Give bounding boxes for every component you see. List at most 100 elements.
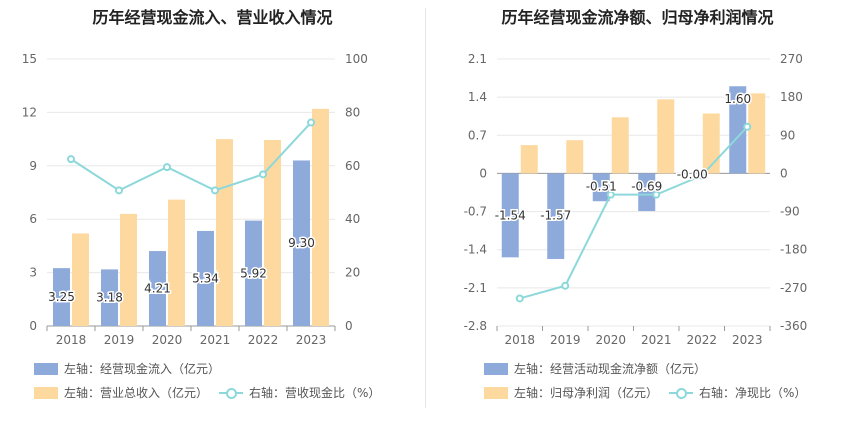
x-tick-label: 2022 bbox=[686, 333, 717, 347]
legend-label: 左轴：经营现金流入（亿元） bbox=[64, 362, 221, 376]
bar bbox=[312, 108, 329, 326]
y-right-tick-label: 0 bbox=[780, 166, 788, 180]
line-point bbox=[515, 294, 524, 303]
y-left-tick-label: 0.7 bbox=[468, 128, 487, 142]
x-tick-label: 2021 bbox=[641, 333, 672, 347]
bar bbox=[72, 233, 89, 326]
data-label: 5.34 bbox=[192, 271, 219, 285]
data-label: 3.25 bbox=[48, 290, 75, 304]
chart-title: 历年经营现金流净额、归母净利润情况 bbox=[501, 8, 774, 27]
data-label: 4.21 bbox=[144, 282, 171, 296]
legend-label: 右轴：净现比（%） bbox=[699, 386, 807, 400]
x-tick-label: 2019 bbox=[104, 333, 135, 347]
bar bbox=[520, 145, 538, 174]
line-point bbox=[259, 170, 267, 179]
legend-item-series-1[interactable]: 左轴：归母净利润（亿元） bbox=[484, 384, 658, 401]
line-point bbox=[115, 186, 123, 195]
legend-label: 左轴：营业总收入（亿元） bbox=[64, 386, 209, 400]
line-point bbox=[307, 118, 315, 127]
legend-item-series-1[interactable]: 左轴：营业总收入（亿元） bbox=[34, 384, 208, 401]
line-point bbox=[606, 190, 615, 199]
y-right-tick-label: 100 bbox=[345, 52, 368, 66]
line-point bbox=[561, 281, 570, 290]
bar bbox=[638, 173, 656, 212]
data-label: -0.69 bbox=[631, 179, 662, 193]
line-point bbox=[697, 171, 706, 180]
data-label: 9.30 bbox=[288, 236, 315, 250]
chart-panel-net-cashflow: 历年经营现金流净额、归母净利润情况 -2.8 -2.1 -1.4 -0.7 0 0.7 1.… bbox=[425, 0, 850, 437]
legend-item-series-2[interactable]: 右轴：营收现金比（%） bbox=[219, 384, 380, 401]
y-left-tick-label: -1.4 bbox=[464, 243, 487, 257]
data-label: -1.57 bbox=[540, 208, 571, 222]
y-right-tick-label: 80 bbox=[345, 105, 360, 119]
bar bbox=[149, 251, 166, 326]
y-left-tick-label: 3 bbox=[29, 266, 37, 280]
bar bbox=[729, 86, 747, 174]
bar bbox=[683, 173, 701, 174]
legend-label: 右轴：营收现金比（%） bbox=[249, 386, 381, 400]
bar bbox=[501, 173, 519, 258]
y-left-tick-label: 6 bbox=[29, 212, 37, 226]
line-point bbox=[211, 186, 219, 195]
bar bbox=[547, 173, 565, 259]
line-point bbox=[163, 163, 171, 172]
y-right-tick-label: 20 bbox=[345, 266, 360, 280]
legend-swatch-blue bbox=[34, 363, 58, 375]
x-tick-label: 2019 bbox=[550, 333, 581, 347]
x-tick-label: 2020 bbox=[152, 333, 183, 347]
data-label: 5.92 bbox=[240, 266, 267, 280]
y-right-tick-label: -180 bbox=[780, 243, 807, 257]
line-point bbox=[652, 190, 661, 199]
bar bbox=[245, 220, 262, 326]
bar bbox=[101, 269, 118, 326]
y-left-tick-label: -2.1 bbox=[464, 281, 487, 295]
legend-label: 左轴：经营活动现金流净额（亿元） bbox=[514, 362, 707, 376]
line-series bbox=[519, 126, 748, 300]
y-right-tick-label: 0 bbox=[345, 319, 353, 333]
x-tick-label: 2020 bbox=[595, 333, 626, 347]
legend-swatch-blue bbox=[484, 363, 508, 375]
data-label: -1.54 bbox=[495, 208, 526, 222]
line-series bbox=[70, 121, 312, 192]
bar bbox=[216, 139, 233, 326]
y-right-tick-label: -360 bbox=[780, 319, 807, 333]
y-right-tick-label: -90 bbox=[780, 205, 800, 219]
y-right-tick-label: 60 bbox=[345, 159, 360, 173]
bar bbox=[592, 173, 610, 202]
legend-swatch-orange bbox=[484, 387, 508, 399]
legend-item-series-2[interactable]: 右轴：净现比（%） bbox=[669, 384, 806, 401]
legend-swatch-orange bbox=[34, 387, 58, 399]
bar bbox=[702, 113, 720, 174]
y-right-tick-label: -270 bbox=[780, 281, 807, 295]
y-left-tick-label: 2.1 bbox=[468, 52, 487, 66]
y-left-tick-label: 15 bbox=[22, 52, 37, 66]
chart-plot-area: 0 3 6 9 12 15 0 20 40 60 80 100 2018 2019 2020 2021 2022… bbox=[22, 52, 368, 347]
data-label: -0.00 bbox=[677, 167, 708, 181]
bar bbox=[748, 93, 766, 174]
data-label: -0.51 bbox=[586, 179, 617, 193]
y-right-tick-label: 180 bbox=[780, 90, 803, 104]
chart-panel-cashflow-inflow: 历年经营现金流入、营业收入情况 0 3 6 9 12 15 0 20 40 60 80 100 2018… bbox=[22, 8, 381, 401]
panel-divider bbox=[425, 8, 426, 408]
x-tick-label: 2023 bbox=[296, 333, 327, 347]
bar bbox=[657, 99, 675, 174]
data-label: 1.60 bbox=[724, 92, 751, 106]
line-point bbox=[67, 155, 75, 164]
bar bbox=[611, 117, 629, 174]
y-left-tick-label: -0.7 bbox=[464, 205, 487, 219]
legend-label: 左轴：归母净利润（亿元） bbox=[514, 386, 659, 400]
y-right-tick-label: 40 bbox=[345, 212, 360, 226]
bar bbox=[566, 140, 584, 174]
bar bbox=[293, 160, 310, 326]
x-tick-label: 2021 bbox=[200, 333, 231, 347]
y-left-tick-label: 12 bbox=[22, 105, 37, 119]
data-label: 3.18 bbox=[96, 291, 123, 305]
y-left-tick-label: 1.4 bbox=[468, 90, 487, 104]
y-left-tick-label: 0 bbox=[29, 319, 37, 333]
x-tick-label: 2018 bbox=[504, 333, 535, 347]
legend-item-series-0[interactable]: 左轴：经营活动现金流净额（亿元） bbox=[484, 360, 706, 377]
chart-plot-area: -2.8 -2.1 -1.4 -0.7 0 0.7 1.4 2.1 -360 -270 -180 -9… bbox=[464, 52, 808, 347]
y-right-tick-label: 90 bbox=[780, 128, 795, 142]
y-left-tick-label: -2.8 bbox=[464, 319, 487, 333]
legend-item-series-0[interactable]: 左轴：经营现金流入（亿元） bbox=[34, 360, 220, 377]
